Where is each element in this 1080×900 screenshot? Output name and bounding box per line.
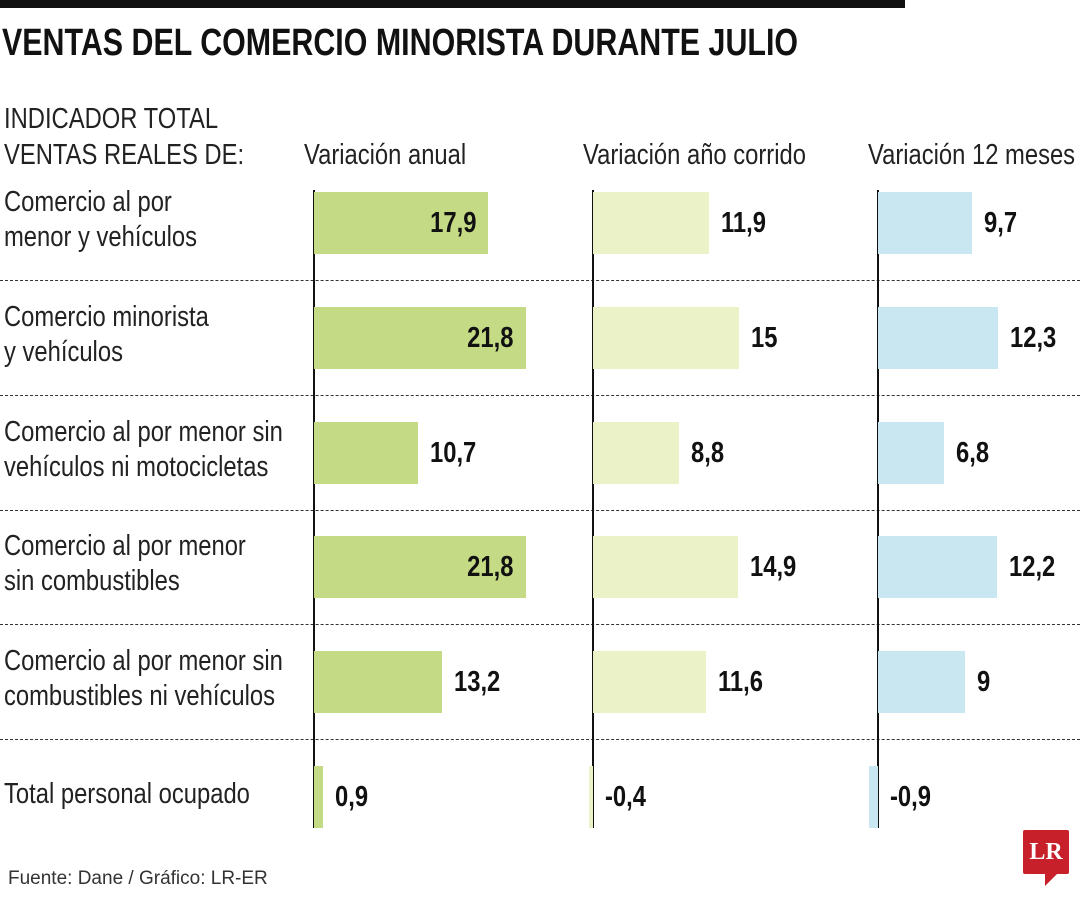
data-label: 9,7 [984, 207, 1018, 239]
data-label: 14,9 [749, 551, 797, 584]
category-label: Comercio minorista [4, 300, 209, 333]
axis-line [313, 190, 315, 828]
data-label: 15 [750, 321, 778, 354]
category-label: y vehículos [4, 335, 123, 368]
data-label: 11,9 [720, 207, 766, 239]
row-header-line-2: VENTAS REALES DE: [4, 139, 245, 171]
data-label: 13,2 [454, 666, 501, 699]
bar [593, 306, 739, 369]
series-header-anual: Variación anual [304, 139, 467, 171]
bar [878, 421, 945, 484]
data-label: 11,6 [717, 666, 763, 699]
axis-line [877, 190, 879, 828]
bar [589, 766, 593, 828]
series-header-12-meses: Variación 12 meses [868, 139, 1076, 171]
row-divider [0, 509, 1080, 511]
category-label: combustibles ni vehículos [4, 680, 275, 713]
data-label: 17,9 [429, 207, 476, 239]
row-header-line-1: INDICADOR TOTAL [4, 103, 219, 135]
bar [878, 306, 998, 369]
bar [314, 192, 488, 254]
bar [593, 421, 679, 484]
category-label: Comercio al por [4, 186, 172, 218]
bar [314, 421, 418, 484]
bar [314, 306, 526, 369]
data-label: 6,8 [956, 436, 990, 469]
bar [878, 192, 973, 254]
row-divider [0, 739, 1080, 741]
source-note: Fuente: Dane / Gráfico: LR-ER [8, 868, 268, 889]
category-label: Total personal ocupado [4, 777, 250, 810]
bar [314, 766, 323, 828]
category-label: vehículos ni motocicletas [4, 450, 269, 483]
bar [869, 766, 878, 828]
data-label: 10,7 [430, 436, 477, 469]
bar [878, 536, 997, 599]
row-divider [0, 280, 1080, 281]
data-label: 12,2 [1008, 551, 1055, 584]
category-label: Comercio al por menor sin [4, 415, 283, 448]
category-label: sin combustibles [4, 565, 180, 598]
data-label: 21,8 [467, 551, 514, 584]
bar [593, 651, 706, 714]
category-label: Comercio al por menor [4, 530, 246, 563]
data-label: 8,8 [690, 436, 724, 469]
bar [314, 536, 526, 599]
data-label: 12,3 [1009, 321, 1056, 354]
data-label: 21,8 [467, 321, 514, 354]
data-label: 0,9 [334, 781, 368, 813]
bar [593, 536, 738, 599]
data-label: -0,4 [605, 781, 646, 813]
bar [593, 192, 709, 254]
top-rule [0, 0, 905, 8]
series-header-ano-corrido: Variación año corrido [583, 139, 806, 171]
chart-title: VENTAS DEL COMERCIO MINORISTA DURANTE JU… [2, 22, 799, 64]
category-label: menor y vehículos [4, 221, 197, 253]
category-label: Comercio al por menor sin [4, 645, 283, 678]
lr-logo: LR [1023, 830, 1069, 886]
bar [878, 651, 966, 714]
bar [314, 651, 443, 714]
row-divider [0, 624, 1080, 626]
axis-line [592, 190, 594, 828]
data-label: 9 [977, 666, 991, 699]
data-label: -0,9 [890, 781, 931, 813]
row-divider [0, 394, 1080, 396]
